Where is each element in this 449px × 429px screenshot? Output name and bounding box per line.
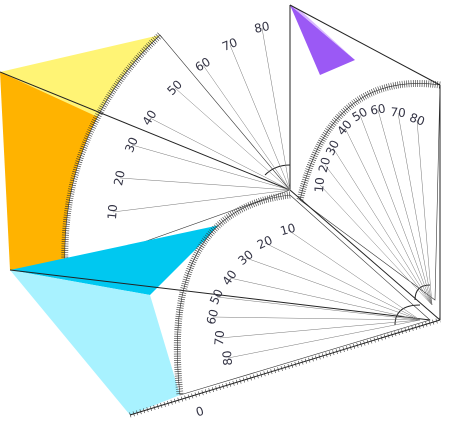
protractor-label: 70 [390, 105, 406, 120]
protractor-ray [212, 316, 421, 321]
protractor-ray [216, 296, 421, 321]
protractor-ray [416, 119, 433, 306]
protractor-ray [202, 64, 291, 191]
protractor-ray [261, 27, 291, 191]
protractor-label: 60 [204, 308, 221, 326]
protractor-ray [112, 189, 291, 213]
protractor-ray [229, 44, 291, 191]
protractor-label: 20 [316, 156, 333, 174]
protractor-label: 10 [279, 221, 297, 238]
protractor-label: 70 [220, 35, 239, 54]
protractor-ray [377, 109, 433, 306]
protractor-ray [332, 147, 433, 306]
protractor-label: 80 [408, 110, 427, 128]
protractor-label: 30 [323, 138, 342, 158]
protractor-ray [229, 277, 421, 321]
protractor-label: 60 [193, 55, 213, 75]
protractor-ray [287, 229, 421, 321]
left-wall [0, 5, 291, 271]
protractor-ray [174, 87, 291, 191]
protractor-label: 50 [207, 287, 226, 307]
protractor-label: 50 [350, 105, 370, 125]
protractor-ray [359, 114, 433, 306]
protractor-label: 40 [140, 108, 160, 128]
protractor-ray [227, 319, 421, 359]
protractor-label: 60 [369, 101, 386, 117]
protractor-label: 10 [105, 204, 120, 220]
floor: 0 [9, 191, 441, 420]
protractor-ray [219, 319, 421, 339]
protractor-ray [245, 257, 421, 321]
ruler-label: 0 [194, 404, 205, 420]
protractor-label: 20 [111, 169, 128, 187]
protractor-label: 20 [255, 233, 275, 252]
protractor-label: 80 [220, 350, 235, 366]
protractor-ray [149, 117, 291, 191]
protractor-label: 30 [122, 135, 141, 154]
protractor-ray [344, 127, 433, 306]
protractor-label: 70 [212, 330, 227, 346]
right-wall [289, 4, 441, 321]
protractor-ray [324, 164, 433, 306]
protractor-ray [397, 112, 433, 306]
protractor-ray [264, 242, 421, 321]
protractor-ray [119, 177, 291, 191]
protractor-label: 80 [253, 19, 271, 36]
protractor-label: 10 [312, 177, 327, 193]
protractor-ray [131, 144, 291, 191]
protractor-ray [319, 184, 433, 306]
